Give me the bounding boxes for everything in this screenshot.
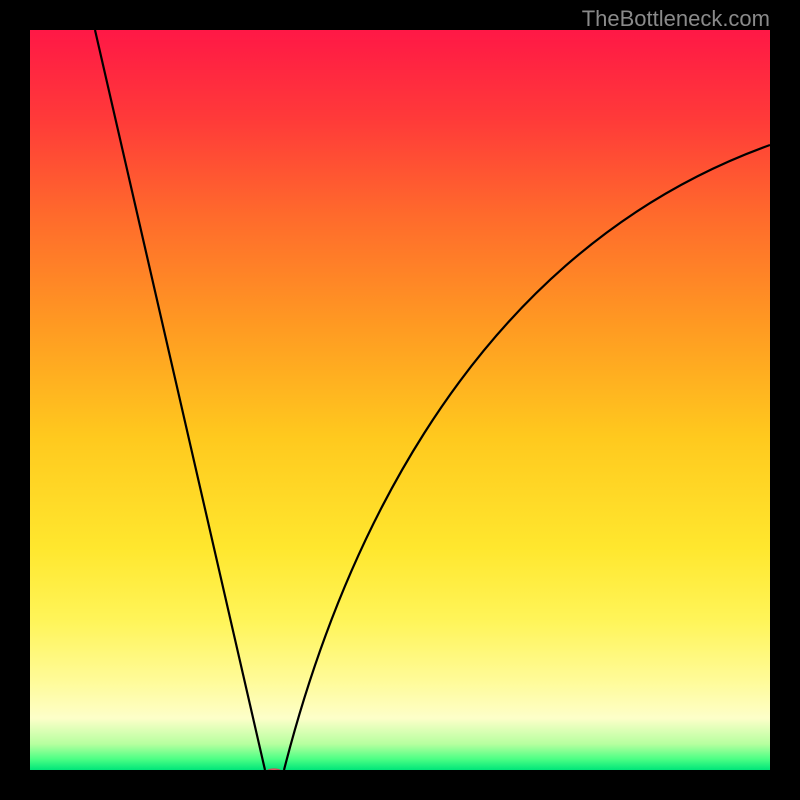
watermark-text: TheBottleneck.com [582,6,770,32]
plot-area [30,30,770,770]
chart-frame: TheBottleneck.com [0,0,800,800]
background-gradient [30,30,770,770]
plot-svg [30,30,770,770]
